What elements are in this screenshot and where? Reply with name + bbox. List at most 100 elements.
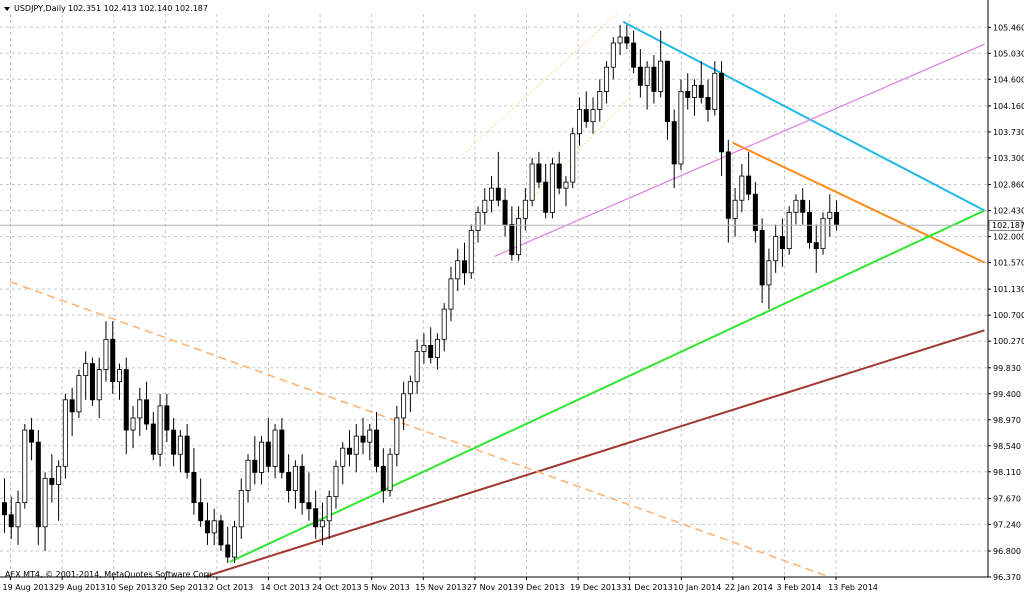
- candle: [211, 508, 217, 545]
- y-tick-label: 104.600: [993, 75, 1024, 84]
- candle: [103, 321, 109, 382]
- y-tick-label: 98.970: [993, 416, 1021, 425]
- bull-candle-body: [590, 109, 596, 123]
- ohlc-readout: 102.351 102.413 102.140 102.187: [68, 4, 208, 13]
- candle: [15, 490, 21, 545]
- candle: [502, 188, 508, 237]
- bull-candle-body: [739, 175, 745, 201]
- bear-candle-body: [306, 502, 312, 510]
- trendline-yellow-dotted-lower[interactable]: [500, 97, 631, 231]
- candle: [130, 405, 136, 449]
- x-tick-label: 22 Jan 2014: [725, 583, 773, 592]
- bear-candle-body: [29, 429, 35, 443]
- bear-candle-body: [800, 199, 806, 213]
- candle: [177, 430, 183, 473]
- current-price-marker: [988, 219, 1023, 231]
- bull-candle-body: [326, 496, 332, 522]
- candle: [380, 448, 386, 503]
- bull-candle-body: [658, 60, 664, 92]
- bear-candle-body: [685, 91, 691, 98]
- candle: [123, 357, 129, 455]
- candle: [786, 206, 792, 255]
- candle: [468, 224, 474, 279]
- y-tick-label: 102.000: [993, 233, 1024, 242]
- x-tick-label: 9 Dec 2013: [519, 583, 565, 592]
- x-tick-label: 5 Nov 2013: [364, 583, 410, 592]
- bull-candle-body: [96, 369, 102, 401]
- bear-candle-body: [69, 399, 75, 413]
- bear-candle-body: [509, 224, 515, 256]
- x-tick-label: 27 Nov 2013: [467, 583, 518, 592]
- candle: [428, 327, 434, 364]
- bull-candle-body: [340, 447, 346, 467]
- candle: [333, 460, 339, 509]
- trendline-brown-support[interactable]: [203, 329, 985, 578]
- candle: [279, 417, 285, 479]
- candle: [461, 242, 467, 285]
- bull-candle-body: [333, 465, 339, 497]
- x-tick-label: 29 Aug 2013: [54, 583, 105, 592]
- candle: [570, 127, 576, 189]
- candle: [617, 24, 623, 56]
- bear-candle-body: [746, 175, 752, 195]
- candle: [252, 436, 258, 485]
- bear-candle-body: [813, 242, 819, 250]
- candle: [482, 188, 488, 225]
- bull-candle-body: [130, 417, 136, 431]
- bull-candle-body: [549, 163, 555, 213]
- candle: [475, 206, 481, 243]
- trendline-cyan-resistance[interactable]: [622, 20, 985, 212]
- candle: [732, 188, 738, 237]
- bull-candle-body: [712, 72, 718, 110]
- candle: [49, 454, 55, 503]
- candle: [292, 460, 298, 509]
- trendline-orange-resistance[interactable]: [732, 141, 985, 264]
- bear-candle-body: [759, 230, 765, 286]
- candle: [671, 109, 677, 189]
- x-tick-label: 15 Nov 2013: [415, 583, 466, 592]
- bull-candle-body: [83, 363, 89, 377]
- bull-candle-body: [604, 66, 610, 92]
- bull-candle-body: [516, 217, 522, 256]
- x-tick-label: 3 Feb 2014: [777, 583, 822, 592]
- candle: [536, 151, 542, 189]
- trendline-orange-dashed[interactable]: [10, 281, 830, 578]
- candle: [820, 212, 826, 255]
- candle: [394, 405, 400, 467]
- trendline-green-support[interactable]: [229, 209, 985, 563]
- trendline-violet-channel[interactable]: [494, 43, 985, 258]
- bear-candle-body: [35, 441, 41, 528]
- candle: [698, 61, 704, 104]
- x-tick-label: 14 Oct 2013: [261, 583, 310, 592]
- trendlines: [10, 13, 985, 578]
- candle: [367, 424, 373, 461]
- bull-candle-body: [177, 435, 183, 455]
- bear-candle-body: [218, 520, 224, 546]
- candle: [286, 454, 292, 503]
- candle: [56, 460, 62, 521]
- bull-candle-body: [319, 520, 325, 528]
- candles: [2, 24, 840, 564]
- candle: [374, 411, 380, 473]
- bear-candle-body: [191, 471, 197, 504]
- bull-candle-body: [468, 230, 474, 274]
- bull-candle-body: [22, 429, 28, 504]
- y-tick-label: 96.370: [993, 573, 1021, 582]
- y-tick-label: 96.800: [993, 547, 1021, 556]
- y-tick-label: 101.570: [993, 259, 1024, 268]
- candle: [306, 472, 312, 521]
- candle: [191, 448, 197, 515]
- trendline-yellow-dotted-upper[interactable]: [461, 13, 618, 156]
- candle: [610, 36, 616, 80]
- bear-candle-body: [495, 187, 501, 201]
- candle: [529, 157, 535, 207]
- bear-candle-body: [536, 163, 542, 183]
- candle: [164, 393, 170, 443]
- candle: [35, 430, 41, 545]
- bull-candle-body: [489, 187, 495, 201]
- triangle-down-icon[interactable]: [4, 7, 10, 11]
- candle: [218, 514, 224, 551]
- candle: [651, 55, 657, 104]
- bull-candle-body: [421, 344, 427, 352]
